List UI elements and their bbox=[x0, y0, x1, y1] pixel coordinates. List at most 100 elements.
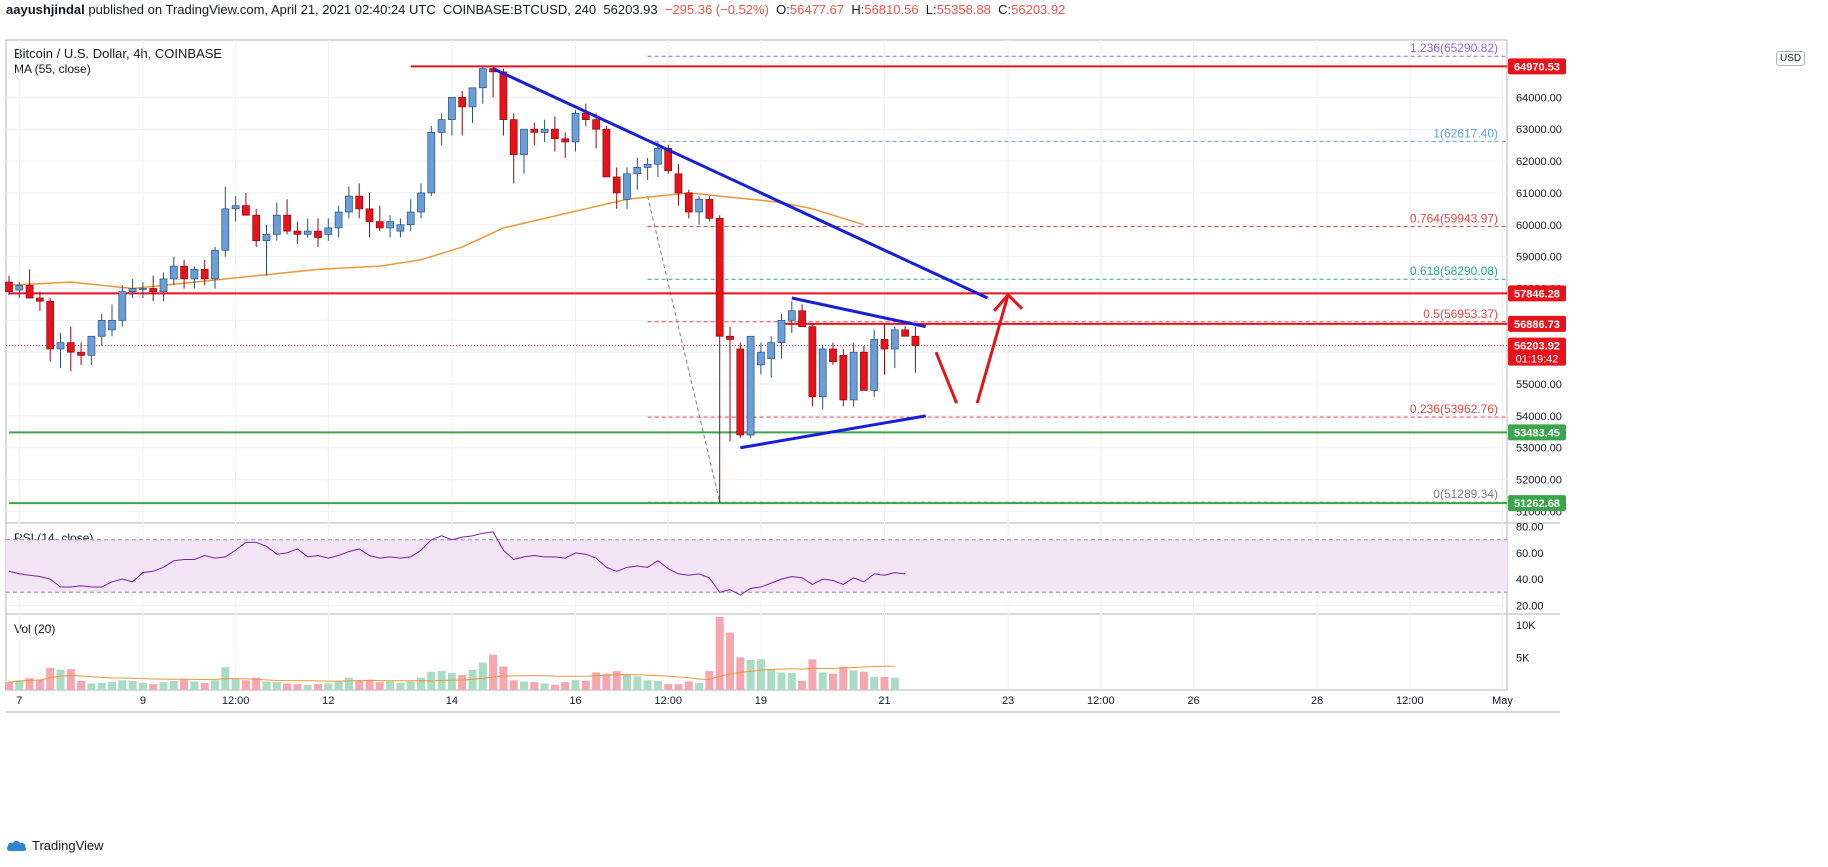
time-tick-label: 12 bbox=[322, 695, 334, 707]
support-price-tag-text: 51262.68 bbox=[1514, 498, 1560, 510]
candle-up bbox=[787, 310, 796, 321]
candle-down bbox=[798, 310, 806, 328]
candle-up bbox=[128, 288, 137, 292]
volume-bar bbox=[334, 681, 343, 690]
volume-bar bbox=[344, 677, 353, 690]
candle-up bbox=[272, 214, 281, 235]
trendline bbox=[492, 67, 989, 300]
volume-bar bbox=[128, 680, 137, 690]
price-tick-label: 62000.00 bbox=[1516, 156, 1562, 168]
candle-down bbox=[602, 128, 611, 178]
currency-button[interactable]: USD bbox=[1776, 51, 1806, 66]
time-tick-label: 14 bbox=[446, 695, 458, 707]
volume-bar bbox=[458, 675, 467, 690]
volume-bar bbox=[375, 682, 384, 690]
candle-up bbox=[643, 163, 652, 168]
candle-up bbox=[767, 342, 776, 359]
volume-bar bbox=[272, 682, 281, 690]
time-tick-label: 12:00 bbox=[1396, 695, 1424, 707]
projection-arrow bbox=[975, 294, 1010, 404]
ma-legend: MA (55, close) bbox=[14, 62, 91, 76]
volume-bar bbox=[108, 682, 116, 690]
price-tick-label: 52000.00 bbox=[1516, 475, 1562, 487]
volume-legend: Vol (20) bbox=[14, 622, 56, 636]
fibonacci-retracement: 1.236(65290.82) 1(62617.40) 0.764(59943.97… bbox=[647, 41, 1507, 503]
candle-up bbox=[890, 329, 899, 350]
close-value: 56203.92 bbox=[1011, 2, 1066, 17]
volume-bar bbox=[406, 681, 415, 690]
candle-up bbox=[623, 173, 631, 200]
candle-up bbox=[221, 208, 230, 251]
resistance-price-tag: 56886.73 bbox=[1508, 315, 1566, 332]
support-price-tag-box bbox=[1508, 495, 1566, 512]
volume-bar bbox=[571, 680, 580, 690]
candle-up bbox=[56, 342, 65, 350]
support-price-tag: 53483.45 bbox=[1508, 424, 1566, 441]
high-value: 56810.56 bbox=[864, 2, 919, 17]
volume-pane: 5K 10K bbox=[5, 616, 1536, 690]
candle-up bbox=[468, 87, 477, 108]
candle-down bbox=[880, 339, 889, 350]
volume-bar bbox=[252, 677, 261, 690]
volume-bar bbox=[417, 677, 425, 690]
time-tick-label: 16 bbox=[569, 695, 581, 707]
rsi-tick-label: 80.00 bbox=[1516, 522, 1544, 534]
candle-down bbox=[180, 265, 188, 280]
time-tick-label: May bbox=[1492, 695, 1513, 707]
candle-up bbox=[87, 335, 96, 356]
time-tick-label: 7 bbox=[16, 695, 22, 707]
price-tick-label: 55000.00 bbox=[1516, 379, 1562, 391]
volume-bar bbox=[705, 671, 714, 690]
last-price-tag-box bbox=[1508, 337, 1566, 366]
candles bbox=[5, 66, 920, 503]
volume-bar bbox=[211, 680, 219, 690]
volume-bar bbox=[303, 684, 312, 690]
candle-up bbox=[437, 119, 446, 133]
volume-bar bbox=[159, 682, 168, 690]
volume-bar bbox=[736, 657, 745, 690]
candle-up bbox=[108, 319, 116, 331]
rsi-pane: 20.00 40.00 60.00 80.00 bbox=[6, 522, 1544, 612]
volume-bar bbox=[808, 659, 817, 690]
resistance-price-tag: 57846.28 bbox=[1508, 285, 1566, 302]
candle-down bbox=[77, 351, 85, 356]
candle-down bbox=[5, 281, 13, 292]
tradingview-logo[interactable]: TradingView bbox=[6, 838, 104, 853]
candle-down bbox=[458, 96, 467, 108]
time-tick-label: 19 bbox=[755, 695, 767, 707]
volume-bar bbox=[561, 682, 570, 690]
volume-bar bbox=[35, 679, 44, 690]
volume-bar bbox=[777, 672, 786, 690]
candle-up bbox=[870, 339, 879, 391]
resistance-price-tag-text: 64970.53 bbox=[1514, 61, 1560, 73]
low-value: 55358.88 bbox=[936, 2, 991, 17]
resistance-price-tag-box bbox=[1508, 285, 1566, 302]
candle-up bbox=[540, 128, 549, 133]
volume-bar bbox=[190, 681, 199, 690]
candle-down bbox=[36, 297, 44, 302]
resistance-price-tag-text: 57846.28 bbox=[1514, 288, 1560, 300]
volume-bar bbox=[643, 680, 652, 690]
volume-bar bbox=[66, 669, 75, 690]
candle-up bbox=[849, 351, 858, 401]
candle-down bbox=[684, 192, 693, 213]
volume-ma-line bbox=[8, 665, 895, 683]
candle-down bbox=[200, 269, 209, 280]
time-tick-label: 23 bbox=[1002, 695, 1014, 707]
volume-bar bbox=[530, 682, 539, 690]
volume-bar bbox=[839, 666, 848, 690]
volume-bar bbox=[200, 682, 209, 690]
volume-bar bbox=[715, 616, 724, 690]
volume-bar bbox=[396, 682, 405, 690]
volume-bar bbox=[324, 683, 333, 690]
candle-down bbox=[736, 348, 745, 436]
resistance-price-tag: 64970.53 bbox=[1508, 58, 1566, 75]
rsi-line bbox=[8, 531, 906, 596]
volume-bar bbox=[550, 684, 559, 690]
fib-level-label: 1(62617.40) bbox=[1433, 126, 1498, 140]
volume-bar bbox=[684, 681, 693, 690]
ma55-line bbox=[8, 192, 865, 290]
candle-up bbox=[159, 278, 168, 292]
